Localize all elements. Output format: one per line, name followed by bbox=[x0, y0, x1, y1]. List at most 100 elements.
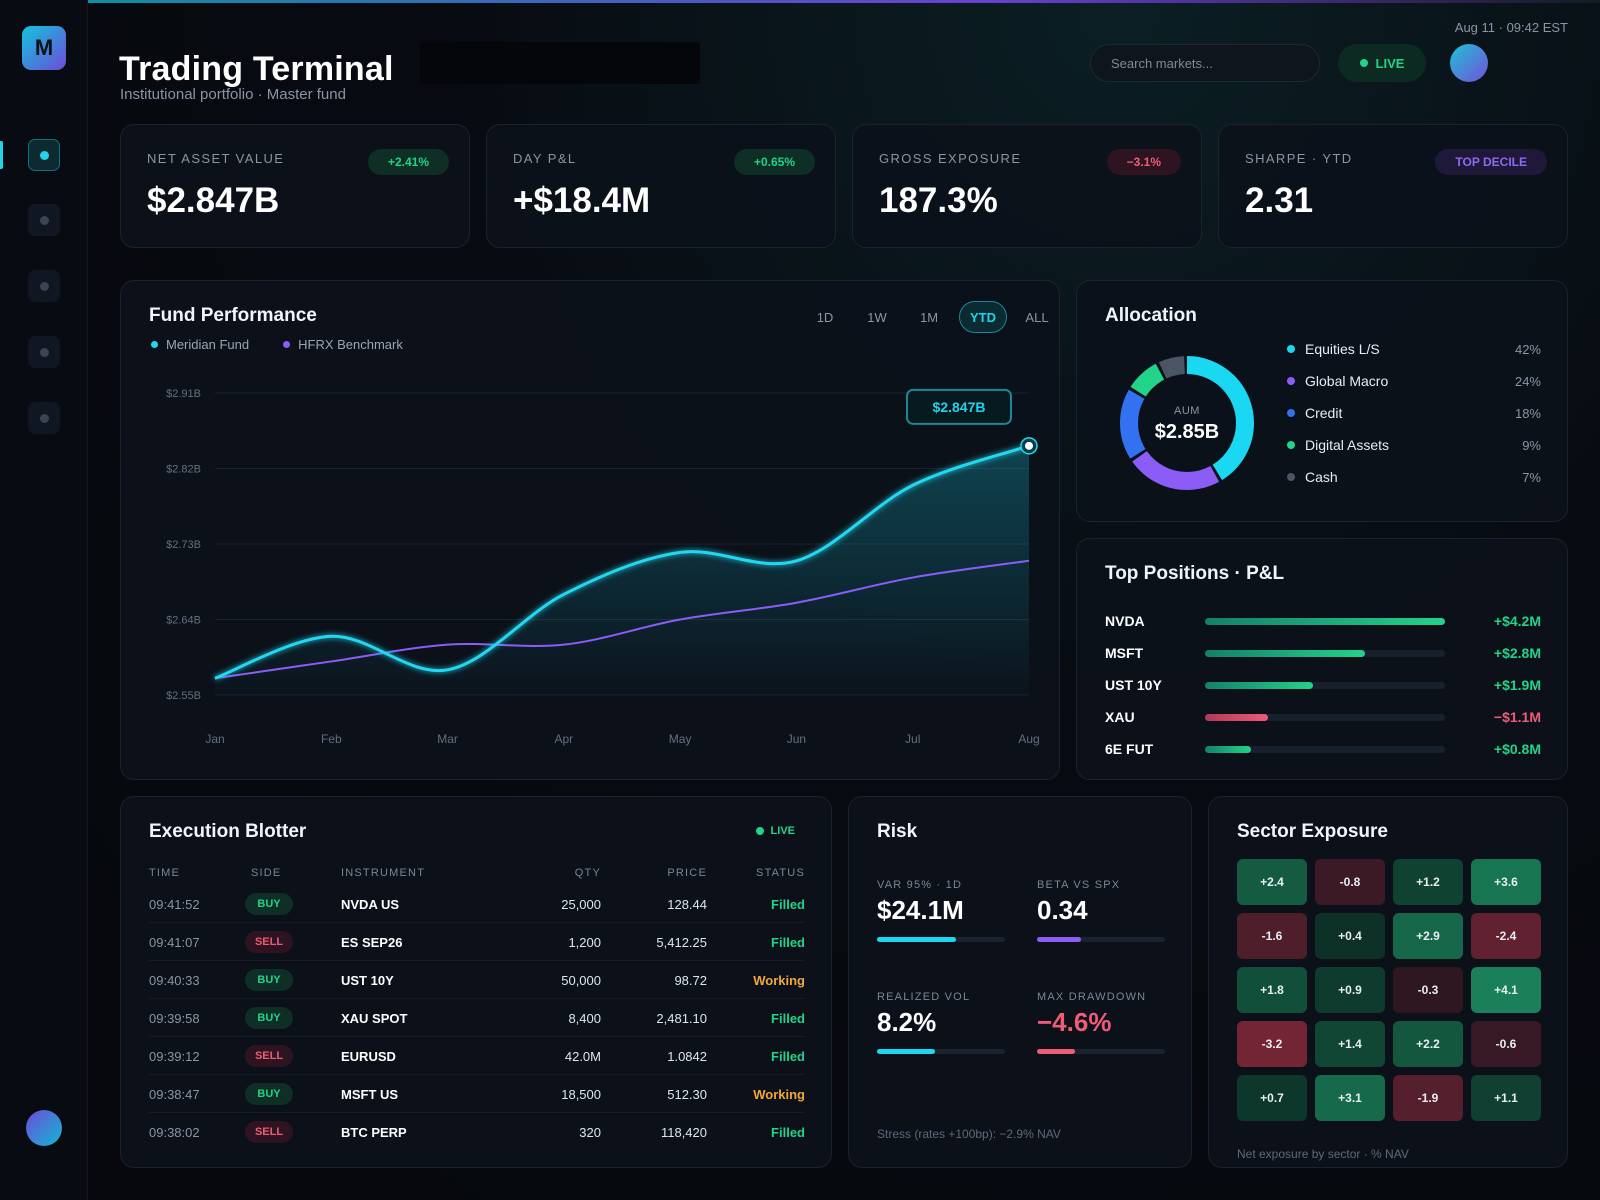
sector-cell[interactable]: -3.2 bbox=[1237, 1021, 1307, 1067]
x-tick-label: Feb bbox=[321, 732, 342, 746]
page-title: Trading Terminal bbox=[119, 50, 394, 88]
kpi-card-day-pnl: DAY P&L +$18.4M +0.65% bbox=[486, 124, 836, 248]
top-positions-card: Top Positions · P&L NVDA +$4.2M MSFT +$2.8M… bbox=[1076, 538, 1568, 780]
blotter-row[interactable]: 09:40:33 BUY UST 10Y 50,000 98.72 Working bbox=[149, 961, 805, 999]
allocation-legend-item[interactable]: Digital Assets 9% bbox=[1287, 429, 1541, 461]
range-ytd[interactable]: YTD bbox=[959, 301, 1007, 333]
blotter-status: Filled bbox=[771, 897, 805, 912]
sidebar-item-4[interactable] bbox=[28, 336, 60, 368]
sector-cell[interactable]: -0.6 bbox=[1471, 1021, 1541, 1067]
blotter-time: 09:38:47 bbox=[149, 1087, 200, 1102]
sector-cell[interactable]: -1.6 bbox=[1237, 913, 1307, 959]
allocation-legend-item[interactable]: Global Macro 24% bbox=[1287, 365, 1541, 397]
user-avatar-sidebar[interactable] bbox=[26, 1110, 62, 1146]
range-1w[interactable]: 1W bbox=[867, 309, 887, 325]
live-dot-icon bbox=[755, 827, 764, 835]
sector-cell[interactable]: -1.9 bbox=[1393, 1075, 1463, 1121]
sector-cell[interactable]: +1.8 bbox=[1237, 967, 1307, 1013]
fund-endpoint[interactable] bbox=[1025, 441, 1033, 450]
range-all[interactable]: ALL bbox=[1025, 309, 1049, 325]
col-header-instrument[interactable]: INSTRUMENT bbox=[341, 867, 426, 879]
live-dot-icon bbox=[1359, 59, 1368, 67]
col-header-time[interactable]: TIME bbox=[149, 867, 181, 879]
sector-cell[interactable]: +1.1 bbox=[1471, 1075, 1541, 1121]
donut-slice[interactable] bbox=[1120, 356, 1254, 490]
risk-value: $24.1M bbox=[877, 895, 964, 925]
side-badge: BUY bbox=[245, 969, 293, 991]
position-bar-track bbox=[1205, 649, 1445, 657]
nav-dot-icon bbox=[39, 281, 49, 291]
range-selector: 1D 1W 1M YTD ALL bbox=[803, 301, 1059, 333]
risk-label: BETA VS SPX bbox=[1037, 879, 1121, 891]
blotter-row[interactable]: 09:38:02 SELL BTC PERP 320 118,420 Filled bbox=[149, 1113, 805, 1151]
user-avatar[interactable] bbox=[1450, 44, 1488, 82]
position-row[interactable]: MSFT +$2.8M bbox=[1105, 643, 1541, 663]
sidebar-item-5[interactable] bbox=[28, 402, 60, 434]
risk-bar-track bbox=[1037, 1049, 1165, 1054]
col-header-qty[interactable]: QTY bbox=[574, 867, 601, 879]
sidebar-item-dashboard[interactable] bbox=[28, 139, 60, 171]
blotter-status: Filled bbox=[771, 1011, 805, 1026]
sector-cell[interactable]: -2.4 bbox=[1471, 913, 1541, 959]
blotter-status: Filled bbox=[771, 935, 805, 950]
sector-cell[interactable]: +2.9 bbox=[1393, 913, 1463, 959]
range-1d[interactable]: 1D bbox=[816, 309, 834, 325]
blotter-qty: 18,500 bbox=[561, 1087, 601, 1102]
col-header-price[interactable]: PRICE bbox=[667, 867, 707, 879]
sector-cell[interactable]: +0.4 bbox=[1315, 913, 1385, 959]
allocation-legend-item[interactable]: Credit 18% bbox=[1287, 397, 1541, 429]
range-1m[interactable]: 1M bbox=[919, 309, 939, 325]
risk-bar-track bbox=[1037, 937, 1165, 942]
sidebar-item-2[interactable] bbox=[28, 204, 60, 236]
live-status-pill[interactable]: LIVE bbox=[1338, 44, 1426, 82]
sidebar-item-3[interactable] bbox=[28, 270, 60, 302]
y-tick-label: $2.55B bbox=[166, 690, 201, 702]
blotter-row[interactable]: 09:41:07 SELL ES SEP26 1,200 5,412.25 Filled bbox=[149, 923, 805, 961]
side-badge: BUY bbox=[245, 893, 293, 915]
app-logo[interactable]: M bbox=[22, 26, 66, 70]
x-tick-label: Jan bbox=[205, 732, 224, 746]
donut-slice[interactable] bbox=[1120, 356, 1254, 490]
col-header-status[interactable]: STATUS bbox=[756, 867, 805, 879]
position-bar-fill bbox=[1205, 649, 1366, 657]
sector-cell[interactable]: +4.1 bbox=[1471, 967, 1541, 1013]
sector-cell[interactable]: +3.1 bbox=[1315, 1075, 1385, 1121]
sector-cell[interactable]: +0.7 bbox=[1237, 1075, 1307, 1121]
side-badge: SELL bbox=[245, 1045, 293, 1067]
allocation-name: Equities L/S bbox=[1305, 341, 1380, 357]
sector-cell[interactable]: -0.3 bbox=[1393, 967, 1463, 1013]
donut-slice[interactable] bbox=[1120, 356, 1254, 490]
blotter-instrument: EURUSD bbox=[341, 1049, 396, 1064]
position-row[interactable]: UST 10Y +$1.9M bbox=[1105, 675, 1541, 695]
blotter-status: Working bbox=[753, 973, 805, 988]
blotter-time: 09:41:07 bbox=[149, 935, 200, 950]
blotter-row[interactable]: 09:39:12 SELL EURUSD 42.0M 1.0842 Filled bbox=[149, 1037, 805, 1075]
top-accent-line bbox=[88, 0, 1600, 3]
position-row[interactable]: NVDA +$4.2M bbox=[1105, 611, 1541, 631]
sector-cell[interactable]: +3.6 bbox=[1471, 859, 1541, 905]
search-input[interactable] bbox=[1090, 44, 1320, 82]
series-line-fund bbox=[214, 444, 1030, 680]
blotter-row[interactable]: 09:38:47 BUY MSFT US 18,500 512.30 Working bbox=[149, 1075, 805, 1113]
allocation-legend-item[interactable]: Cash 7% bbox=[1287, 461, 1541, 493]
sector-cell[interactable]: -0.8 bbox=[1315, 859, 1385, 905]
y-tick-label: $2.82B bbox=[166, 464, 201, 476]
allocation-name: Credit bbox=[1305, 405, 1343, 421]
live-label: LIVE bbox=[1375, 55, 1405, 71]
sector-cell[interactable]: +1.4 bbox=[1315, 1021, 1385, 1067]
col-header-side[interactable]: SIDE bbox=[251, 867, 282, 879]
position-row[interactable]: 6E FUT +$0.8M bbox=[1105, 739, 1541, 759]
kpi-value: +$18.4M bbox=[513, 181, 651, 220]
sector-cell[interactable]: +2.4 bbox=[1237, 859, 1307, 905]
position-row[interactable]: XAU −$1.1M bbox=[1105, 707, 1541, 727]
blotter-row[interactable]: 09:41:52 BUY NVDA US 25,000 128.44 Filled bbox=[149, 885, 805, 923]
allocation-legend-item[interactable]: Equities L/S 42% bbox=[1287, 333, 1541, 365]
sector-cell[interactable]: +1.2 bbox=[1393, 859, 1463, 905]
sector-note: Net exposure by sector · % NAV bbox=[1237, 1147, 1409, 1161]
sector-cell[interactable]: +2.2 bbox=[1393, 1021, 1463, 1067]
blotter-row[interactable]: 09:39:58 BUY XAU SPOT 8,400 2,481.10 Filled bbox=[149, 999, 805, 1037]
sector-cell[interactable]: +0.9 bbox=[1315, 967, 1385, 1013]
x-tick-label: May bbox=[669, 732, 692, 746]
stress-note: Stress (rates +100bp): −2.9% NAV bbox=[877, 1127, 1061, 1141]
allocation-name: Cash bbox=[1305, 469, 1338, 485]
